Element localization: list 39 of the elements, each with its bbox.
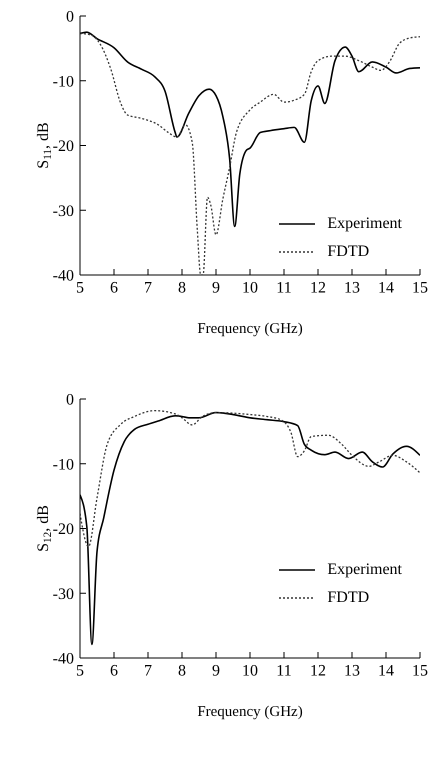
x-tick-label: 5 bbox=[76, 279, 84, 296]
y-tick-label: -30 bbox=[52, 202, 74, 220]
y-tick-label: 0 bbox=[66, 8, 74, 26]
y-tick-label: -10 bbox=[52, 456, 74, 474]
y-tick-label: -30 bbox=[52, 586, 74, 603]
x-tick-label: 8 bbox=[178, 279, 186, 296]
x-tick-label: 11 bbox=[276, 662, 292, 680]
x-tick-label: 14 bbox=[378, 662, 394, 680]
x-tick-label: 10 bbox=[242, 662, 258, 680]
x-tick-label: 5 bbox=[76, 662, 84, 680]
x-tick-label: 12 bbox=[310, 662, 326, 680]
y-tick-label: -40 bbox=[52, 268, 74, 285]
x-tick-label: 7 bbox=[144, 279, 152, 296]
x-tick-label: 15 bbox=[412, 662, 428, 680]
x-tick-label: 13 bbox=[344, 662, 360, 680]
x-tick-label: 8 bbox=[178, 662, 186, 680]
x-tick-label: 9 bbox=[212, 662, 220, 680]
y-tick-label: -10 bbox=[52, 73, 74, 90]
line-series bbox=[80, 410, 420, 548]
x-tick-label: 11 bbox=[276, 279, 292, 296]
x-tick-label: 12 bbox=[310, 279, 326, 296]
y-tick-label: -40 bbox=[52, 650, 74, 668]
y-tick-label: 0 bbox=[66, 392, 74, 409]
x-tick-label: 10 bbox=[242, 279, 258, 296]
x-tick-label: 15 bbox=[412, 279, 428, 296]
legend-label: FDTD bbox=[327, 243, 370, 261]
x-tick-label: 9 bbox=[212, 279, 220, 296]
x-tick-label: 14 bbox=[378, 279, 394, 296]
x-tick-label: 13 bbox=[344, 279, 360, 296]
x-axis-title: Frequency (GHz) bbox=[197, 321, 303, 337]
legend-label: FDTD bbox=[327, 589, 370, 607]
x-tick-label: 7 bbox=[144, 662, 152, 680]
y-tick-label: -20 bbox=[52, 521, 74, 538]
x-tick-label: 6 bbox=[110, 662, 118, 680]
y-tick-label: -20 bbox=[52, 138, 74, 156]
legend-label: Experiment bbox=[327, 561, 402, 579]
x-axis-title: Frequency (GHz) bbox=[197, 704, 303, 720]
legend-label: Experiment bbox=[327, 215, 402, 233]
x-tick-label: 6 bbox=[110, 279, 118, 296]
